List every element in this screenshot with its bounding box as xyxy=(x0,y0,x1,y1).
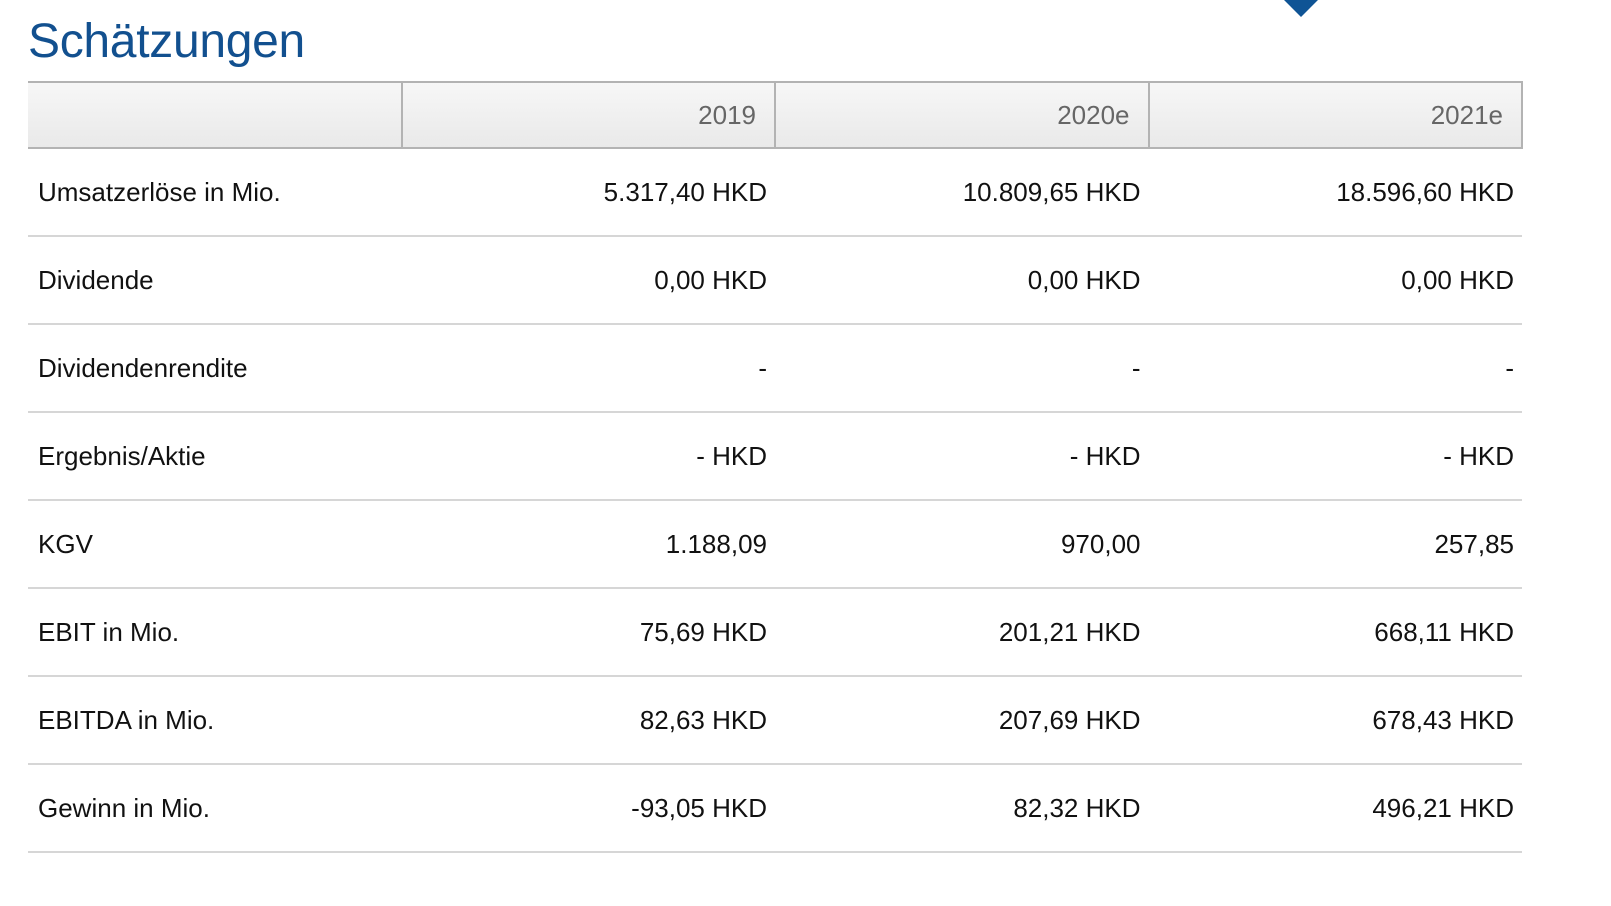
row-value: 10.809,65 HKD xyxy=(775,148,1149,237)
row-value: - xyxy=(775,324,1149,413)
row-label: Gewinn in Mio. xyxy=(28,764,402,853)
row-value: 82,63 HKD xyxy=(401,676,775,765)
row-value: 5.317,40 HKD xyxy=(401,148,775,237)
row-value: 496,21 HKD xyxy=(1148,764,1522,853)
row-value: 1.188,09 xyxy=(401,500,775,589)
table-row: EBIT in Mio. 75,69 HKD 201,21 HKD 668,11 HK… xyxy=(28,588,1522,677)
row-value: - xyxy=(1148,324,1522,413)
row-value: - xyxy=(401,324,775,413)
row-label: EBITDA in Mio. xyxy=(28,676,402,765)
estimates-table: 2019 2020e 2021e Umsatzerlöse in Mio. 5.3… xyxy=(28,81,1523,853)
page-title: Schätzungen xyxy=(28,15,305,68)
row-label: Ergebnis/Aktie xyxy=(28,412,402,501)
row-value: 82,32 HKD xyxy=(775,764,1149,853)
table-row: Ergebnis/Aktie - HKD - HKD - HKD xyxy=(28,412,1522,501)
row-label: Dividende xyxy=(28,236,402,325)
row-value: 257,85 xyxy=(1148,500,1522,589)
table-header-row: 2019 2020e 2021e xyxy=(28,81,1523,149)
row-label: EBIT in Mio. xyxy=(28,588,402,677)
row-value: 207,69 HKD xyxy=(775,676,1149,765)
row-value: 970,00 xyxy=(775,500,1149,589)
row-label: Dividendenrendite xyxy=(28,324,402,413)
column-header-2020e: 2020e xyxy=(774,81,1150,149)
row-value: 668,11 HKD xyxy=(1148,588,1522,677)
row-value: - HKD xyxy=(775,412,1149,501)
row-value: 678,43 HKD xyxy=(1148,676,1522,765)
column-header-label xyxy=(28,81,403,149)
table-row: Umsatzerlöse in Mio. 5.317,40 HKD 10.809,6… xyxy=(28,148,1522,237)
table-row: KGV 1.188,09 970,00 257,85 xyxy=(28,500,1522,589)
row-value: 0,00 HKD xyxy=(401,236,775,325)
row-value: - HKD xyxy=(401,412,775,501)
table-row: Dividende 0,00 HKD 0,00 HKD 0,00 HKD xyxy=(28,236,1522,325)
row-value: -93,05 HKD xyxy=(401,764,775,853)
row-value: 201,21 HKD xyxy=(775,588,1149,677)
row-value: 0,00 HKD xyxy=(775,236,1149,325)
row-value: 0,00 HKD xyxy=(1148,236,1522,325)
row-label: KGV xyxy=(28,500,402,589)
table-row: Gewinn in Mio. -93,05 HKD 82,32 HKD 496,21 … xyxy=(28,764,1522,853)
column-header-2021e: 2021e xyxy=(1147,81,1523,149)
chevron-down-icon[interactable] xyxy=(1284,0,1318,17)
table-row: Dividendenrendite - - - xyxy=(28,324,1522,413)
row-value: 75,69 HKD xyxy=(401,588,775,677)
row-value: - HKD xyxy=(1148,412,1522,501)
column-header-2019: 2019 xyxy=(400,81,776,149)
row-value: 18.596,60 HKD xyxy=(1148,148,1522,237)
row-label: Umsatzerlöse in Mio. xyxy=(28,148,402,237)
table-row: EBITDA in Mio. 82,63 HKD 207,69 HKD 678,43 … xyxy=(28,676,1522,765)
